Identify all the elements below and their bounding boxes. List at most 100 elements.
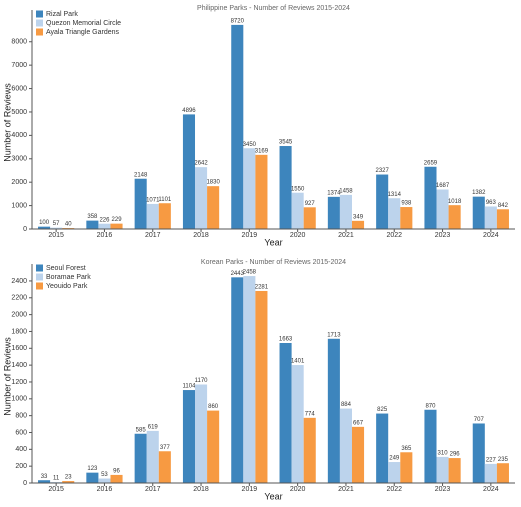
x-axis-label: Year — [264, 491, 282, 501]
value-label: 2443 — [231, 271, 245, 277]
value-label: 2642 — [194, 161, 208, 167]
bar — [303, 207, 316, 229]
bar — [98, 478, 111, 483]
value-label: 227 — [486, 457, 497, 463]
value-label: 11 — [53, 476, 60, 482]
bar — [146, 203, 159, 229]
value-label: 1687 — [436, 183, 450, 189]
value-label: 927 — [305, 201, 316, 207]
bar — [376, 174, 389, 229]
value-label: 1071 — [146, 198, 160, 204]
x-tick-label: 2015 — [48, 486, 64, 493]
value-label: 825 — [377, 407, 388, 413]
bar — [86, 472, 99, 483]
y-tick-label: 2000 — [11, 311, 27, 318]
bar — [134, 178, 147, 229]
bar — [207, 410, 220, 483]
x-tick-label: 2016 — [97, 486, 113, 493]
bar — [86, 220, 99, 229]
value-label: 57 — [53, 221, 60, 227]
value-label: 1314 — [388, 192, 402, 198]
bar — [388, 198, 401, 229]
value-label: 860 — [208, 404, 219, 410]
value-label: 226 — [99, 217, 110, 223]
value-label: 1663 — [279, 337, 293, 343]
bar — [339, 408, 352, 483]
bar — [243, 148, 256, 229]
value-label: 33 — [41, 474, 48, 480]
bar — [38, 226, 51, 229]
bar — [424, 166, 437, 229]
y-tick-label: 1800 — [11, 328, 27, 335]
bar — [255, 290, 268, 483]
value-label: 3450 — [243, 142, 257, 148]
value-label: 2458 — [243, 270, 257, 276]
legend-swatch — [36, 264, 43, 272]
x-tick-label: 2017 — [145, 232, 161, 239]
value-label: 53 — [101, 472, 108, 478]
bar — [110, 474, 123, 483]
bar — [327, 196, 340, 229]
value-label: 8720 — [231, 18, 245, 24]
value-label: 358 — [87, 214, 98, 220]
y-tick-label: 1000 — [11, 396, 27, 403]
bar — [327, 338, 340, 483]
legend-label: Quezon Memorial Circle — [46, 20, 121, 27]
bar — [182, 390, 196, 483]
bar — [158, 451, 171, 483]
bar — [243, 276, 256, 483]
y-tick-label: 2200 — [11, 295, 27, 302]
value-label: 2659 — [424, 160, 438, 166]
y-tick-label: 8000 — [11, 39, 27, 46]
value-label: 1374 — [327, 190, 341, 196]
x-tick-label: 2018 — [193, 486, 209, 493]
value-label: 100 — [39, 220, 50, 226]
legend-swatch — [36, 28, 43, 36]
bar — [207, 186, 220, 229]
x-tick-label: 2020 — [290, 232, 306, 239]
y-tick-label: 1000 — [11, 202, 27, 209]
value-label: 123 — [87, 466, 98, 472]
value-label: 349 — [353, 214, 364, 220]
bar — [255, 154, 268, 229]
y-tick-label: 600 — [15, 429, 27, 436]
value-label: 2148 — [134, 172, 148, 178]
legend-label: Boramae Park — [46, 274, 91, 281]
legend-swatch — [36, 273, 43, 281]
value-label: 4896 — [182, 108, 196, 114]
bar — [400, 452, 413, 483]
bar — [231, 24, 244, 230]
y-tick-label: 400 — [15, 446, 27, 453]
value-label: 938 — [401, 201, 412, 207]
bar — [50, 227, 63, 229]
y-tick-label: 1200 — [11, 379, 27, 386]
bar — [62, 481, 75, 483]
legend-label: Seoul Forest — [46, 265, 86, 272]
value-label: 365 — [401, 446, 412, 452]
x-tick-label: 2017 — [145, 486, 161, 493]
bar — [134, 433, 147, 483]
value-label: 235 — [498, 457, 509, 463]
value-label: 1713 — [327, 332, 341, 338]
bar — [388, 462, 401, 483]
value-label: 585 — [136, 427, 147, 433]
x-tick-label: 2016 — [97, 232, 113, 239]
x-tick-label: 2023 — [435, 486, 451, 493]
x-tick-label: 2024 — [483, 232, 499, 239]
bar — [436, 189, 449, 229]
y-tick-label: 6000 — [11, 85, 27, 92]
x-tick-label: 2022 — [386, 232, 402, 239]
value-label: 1458 — [339, 188, 353, 194]
y-tick-label: 5000 — [11, 109, 27, 116]
x-tick-label: 2022 — [386, 486, 402, 493]
legend-label: Rizal Park — [46, 11, 78, 18]
x-tick-label: 2018 — [193, 232, 209, 239]
value-label: 1550 — [291, 186, 305, 192]
value-label: 1101 — [158, 197, 172, 203]
value-label: 296 — [450, 452, 461, 458]
bar — [303, 417, 316, 483]
bar — [110, 223, 123, 229]
value-label: 1104 — [183, 384, 197, 390]
value-label: 229 — [112, 217, 123, 223]
